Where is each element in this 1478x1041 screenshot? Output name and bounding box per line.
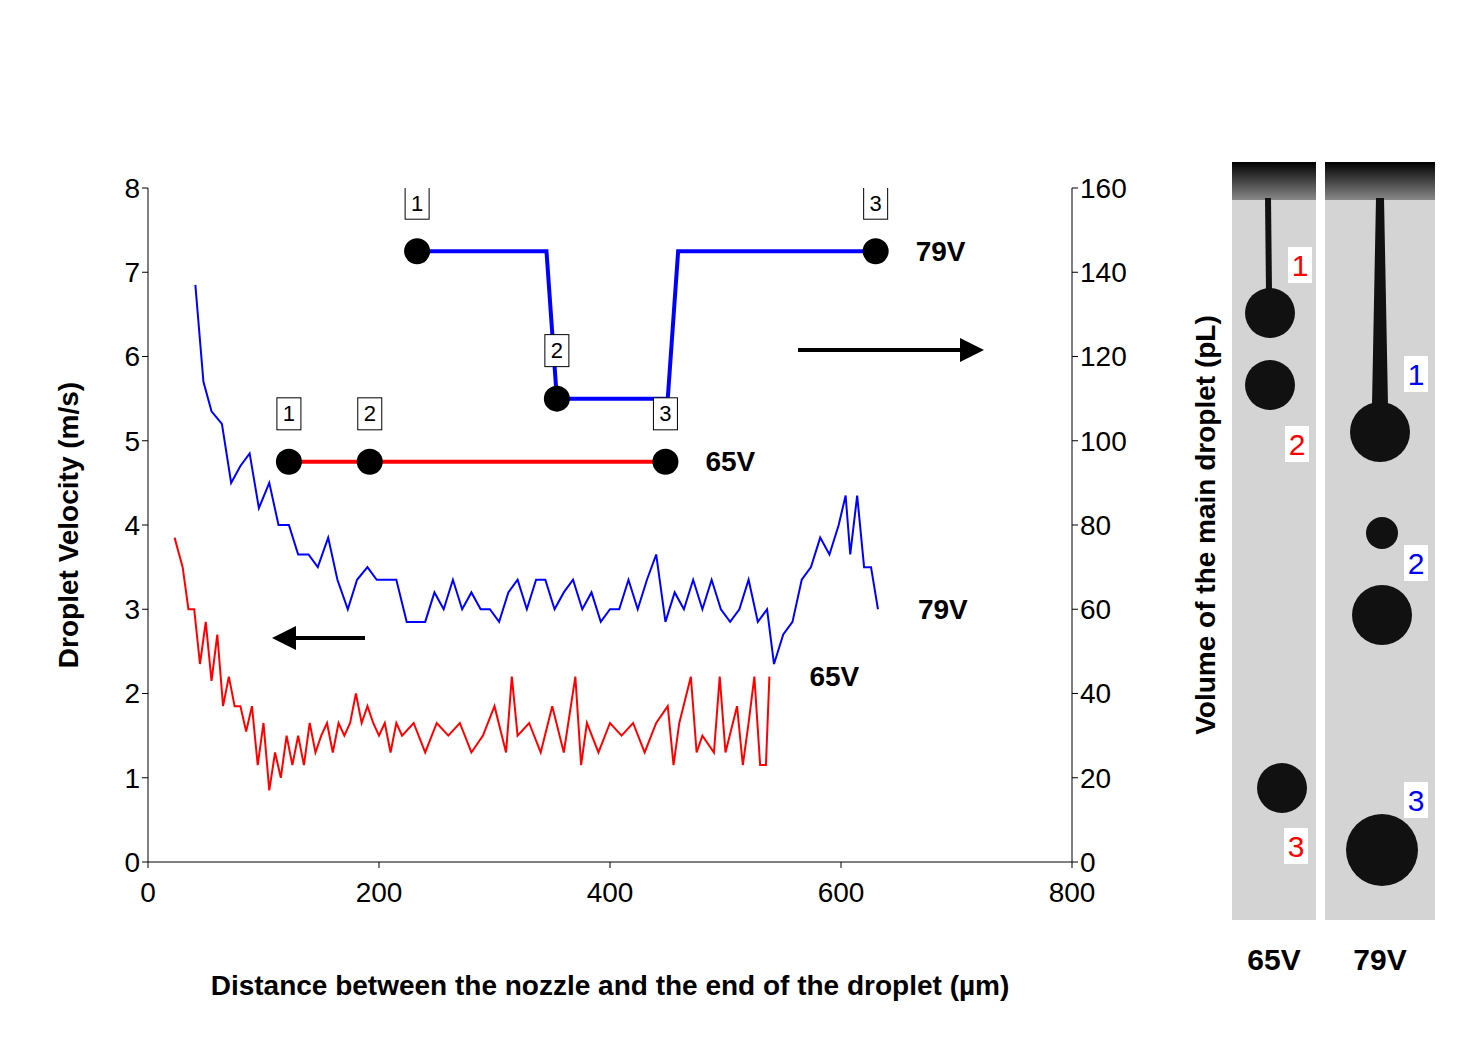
svg-text:120: 120 [1080,341,1127,372]
svg-text:3: 3 [870,191,882,216]
svg-text:2: 2 [124,678,140,709]
svg-text:5: 5 [124,426,140,457]
svg-text:3: 3 [1408,784,1425,817]
svg-text:0: 0 [124,847,140,878]
svg-text:3: 3 [1288,830,1305,863]
svg-text:0: 0 [140,877,156,908]
svg-text:8: 8 [124,173,140,204]
svg-text:2: 2 [551,338,563,363]
svg-text:79V: 79V [1353,943,1406,976]
svg-text:2: 2 [1289,428,1306,461]
svg-text:400: 400 [587,877,634,908]
svg-text:100: 100 [1080,426,1127,457]
svg-text:1: 1 [124,763,140,794]
svg-text:7: 7 [124,257,140,288]
svg-text:1: 1 [1408,358,1425,391]
svg-text:Distance between the nozzle an: Distance between the nozzle and the end … [211,970,1010,1001]
svg-text:Droplet Velocity (m/s): Droplet Velocity (m/s) [53,382,84,668]
svg-text:2: 2 [364,401,376,426]
svg-text:65V: 65V [705,446,755,477]
svg-text:65V: 65V [1247,943,1300,976]
svg-text:79V: 79V [918,594,968,625]
svg-text:65V: 65V [809,661,859,692]
svg-text:3: 3 [659,401,671,426]
svg-text:40: 40 [1080,678,1111,709]
svg-text:0: 0 [1080,847,1096,878]
svg-text:Volume of the main droplet (pL: Volume of the main droplet (pL) [1190,315,1221,734]
svg-text:160: 160 [1080,173,1127,204]
svg-text:1: 1 [411,191,423,216]
svg-text:6: 6 [124,341,140,372]
svg-text:800: 800 [1049,877,1096,908]
svg-text:140: 140 [1080,257,1127,288]
svg-text:1: 1 [1292,249,1309,282]
svg-text:4: 4 [124,510,140,541]
svg-text:80: 80 [1080,510,1111,541]
svg-text:3: 3 [124,594,140,625]
svg-text:600: 600 [818,877,865,908]
svg-text:1: 1 [283,401,295,426]
svg-text:2: 2 [1408,547,1425,580]
svg-text:20: 20 [1080,763,1111,794]
svg-text:79V: 79V [916,236,966,267]
svg-text:60: 60 [1080,594,1111,625]
svg-text:200: 200 [356,877,403,908]
